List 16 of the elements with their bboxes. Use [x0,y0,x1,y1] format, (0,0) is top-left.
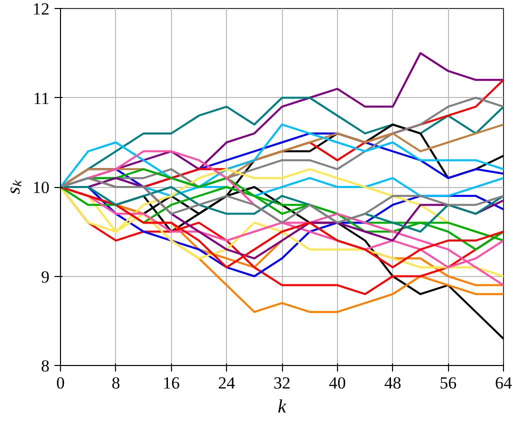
x-tick-label: 64 [495,374,512,392]
x-tick-label: 24 [218,374,236,392]
x-tick-label: 40 [328,374,346,392]
y-tick-label: 12 [32,0,50,18]
x-tick-label: 0 [56,374,65,392]
x-tick-label: 56 [440,374,457,392]
x-tick-label: 32 [274,374,290,392]
y-tick-label: 10 [32,178,50,197]
y-tick-label: 8 [41,356,50,376]
y-axis-title: sₖ [4,178,24,194]
y-tick-label: 9 [41,267,50,286]
x-tick-label: 16 [162,374,180,392]
x-tick-label: 8 [112,374,120,392]
x-tick-label: 48 [384,374,402,392]
x-axis-title: k [278,396,287,418]
y-tick-label: 11 [33,88,50,108]
